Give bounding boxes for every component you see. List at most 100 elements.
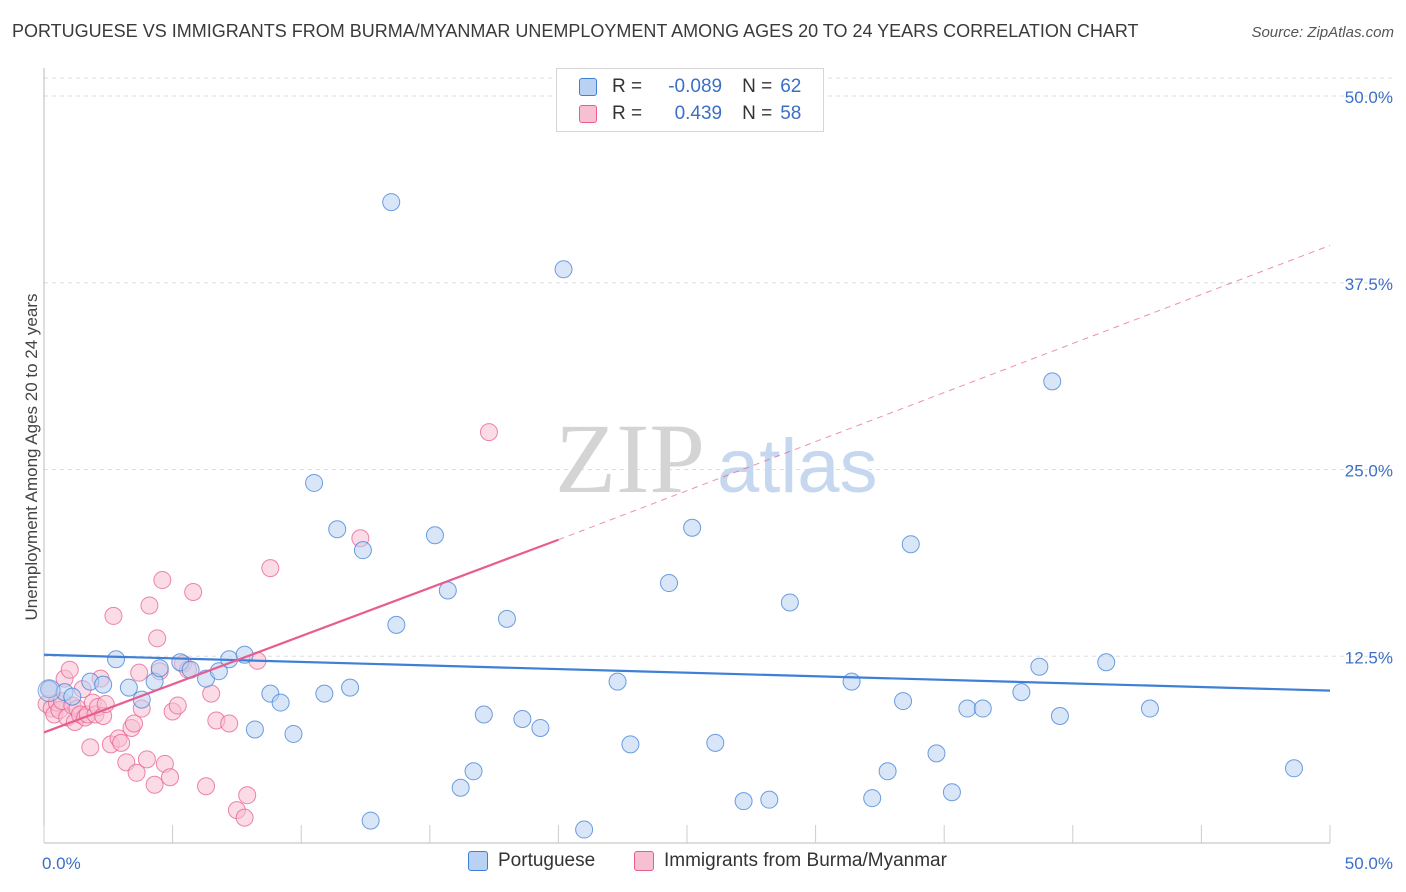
watermark-zip: ZIP [555,403,705,514]
portuguese-point [328,520,347,539]
y-tick-label: 12.5% [1345,648,1393,667]
portuguese-point [464,762,483,781]
portuguese-point [958,699,977,718]
portuguese-point [341,678,360,697]
burma-point [145,775,164,794]
legend-r-value: 0.439 [674,103,723,124]
burma-point [112,733,131,752]
legend-n-value: 58 [780,103,802,124]
portuguese-point [387,615,406,634]
portuguese-point [1043,372,1062,391]
watermark: ZIP atlas [555,403,878,514]
portuguese-point [305,473,324,492]
legend-r-label: R = [612,103,643,124]
portuguese-point [901,535,920,554]
portuguese-point [497,609,516,628]
portuguese-point [438,581,457,600]
bottom-legend-swatch-pink [634,851,654,871]
portuguese-point [150,659,169,678]
correlation-legend: R = -0.089 N = 62 R = 0.439 N = 58 [556,68,824,132]
portuguese-point [780,593,799,612]
portuguese-point [1284,759,1303,778]
y-tick-label: 25.0% [1345,462,1393,481]
legend-r-value: -0.089 [668,76,723,97]
burma-point [168,696,187,715]
legend-r-label: R = [612,76,643,97]
y-tick-label: 50.0% [1345,88,1393,107]
burma-trend-extension [558,244,1331,541]
portuguese-point [683,518,702,537]
y-tick-label: 37.5% [1345,275,1393,294]
portuguese-point [245,720,264,739]
portuguese-point [1030,657,1049,676]
burma-point [261,559,280,578]
portuguese-point [1097,653,1116,672]
legend-row-portuguese: R = -0.089 N = 62 [579,75,801,99]
portuguese-point [973,699,992,718]
burma-point [153,571,172,590]
axes [43,68,1331,844]
portuguese-point [271,693,290,712]
portuguese-point [119,678,138,697]
portuguese-point [575,820,594,839]
y-axis-label: Unemployment Among Ages 20 to 24 years [22,294,41,621]
portuguese-point [531,718,550,737]
portuguese-point [451,778,470,797]
grid-lines [44,77,1392,657]
portuguese-point [863,789,882,808]
burma-point [127,763,146,782]
portuguese-point [513,709,532,728]
bottom-legend-portuguese: Portuguese [468,850,595,872]
portuguese-point [94,675,113,694]
portuguese-point [382,193,401,212]
portuguese-point [659,574,678,593]
bottom-legend-burma: Immigrants from Burma/Myanmar [634,850,947,872]
portuguese-point [1140,699,1159,718]
bottom-legend-swatch-blue [468,851,488,871]
portuguese-trend-line [43,653,1331,692]
portuguese-point [284,724,303,743]
portuguese-point [63,687,82,706]
portuguese-point [927,744,946,763]
portuguese-point [706,733,725,752]
burma-point [238,786,257,805]
portuguese-point [1050,707,1069,726]
burma-point [148,629,167,648]
burma-point [479,423,498,442]
legend-n-label: N = [742,103,773,124]
source-note: Source: ZipAtlas.com [1251,24,1394,41]
tick-labels: 12.5% 25.0% 37.5% 50.0% 0.0% 50.0% [42,88,1393,873]
portuguese-point [1012,683,1031,702]
legend-n-label: N = [742,76,773,97]
portuguese-point [734,792,753,811]
burma-point [202,684,221,703]
burma-point [220,714,239,733]
x-tick-label-min: 0.0% [42,854,81,873]
burma-point [140,596,159,615]
series-portuguese-points [37,193,1303,839]
portuguese-point [107,650,126,669]
portuguese-point [353,541,372,560]
chart-title: PORTUGUESE VS IMMIGRANTS FROM BURMA/MYAN… [12,21,1139,41]
portuguese-point [554,260,573,279]
portuguese-point [37,679,61,703]
portuguese-point [842,672,861,691]
legend-swatch-pink [579,105,597,123]
legend-swatch-blue [579,78,597,96]
portuguese-point [894,692,913,711]
bottom-legend-label: Portuguese [498,850,596,871]
portuguese-point [608,672,627,691]
burma-point [161,768,180,787]
portuguese-point [942,783,961,802]
burma-point [235,808,254,827]
burma-point [184,583,203,602]
burma-point [130,663,149,682]
burma-point [81,738,100,757]
burma-point [137,750,156,769]
burma-trend-line [43,538,559,734]
portuguese-point [760,790,779,809]
burma-point [60,660,79,679]
legend-row-burma: R = 0.439 N = 58 [579,102,801,126]
burma-point [197,777,216,796]
portuguese-point [474,705,493,724]
